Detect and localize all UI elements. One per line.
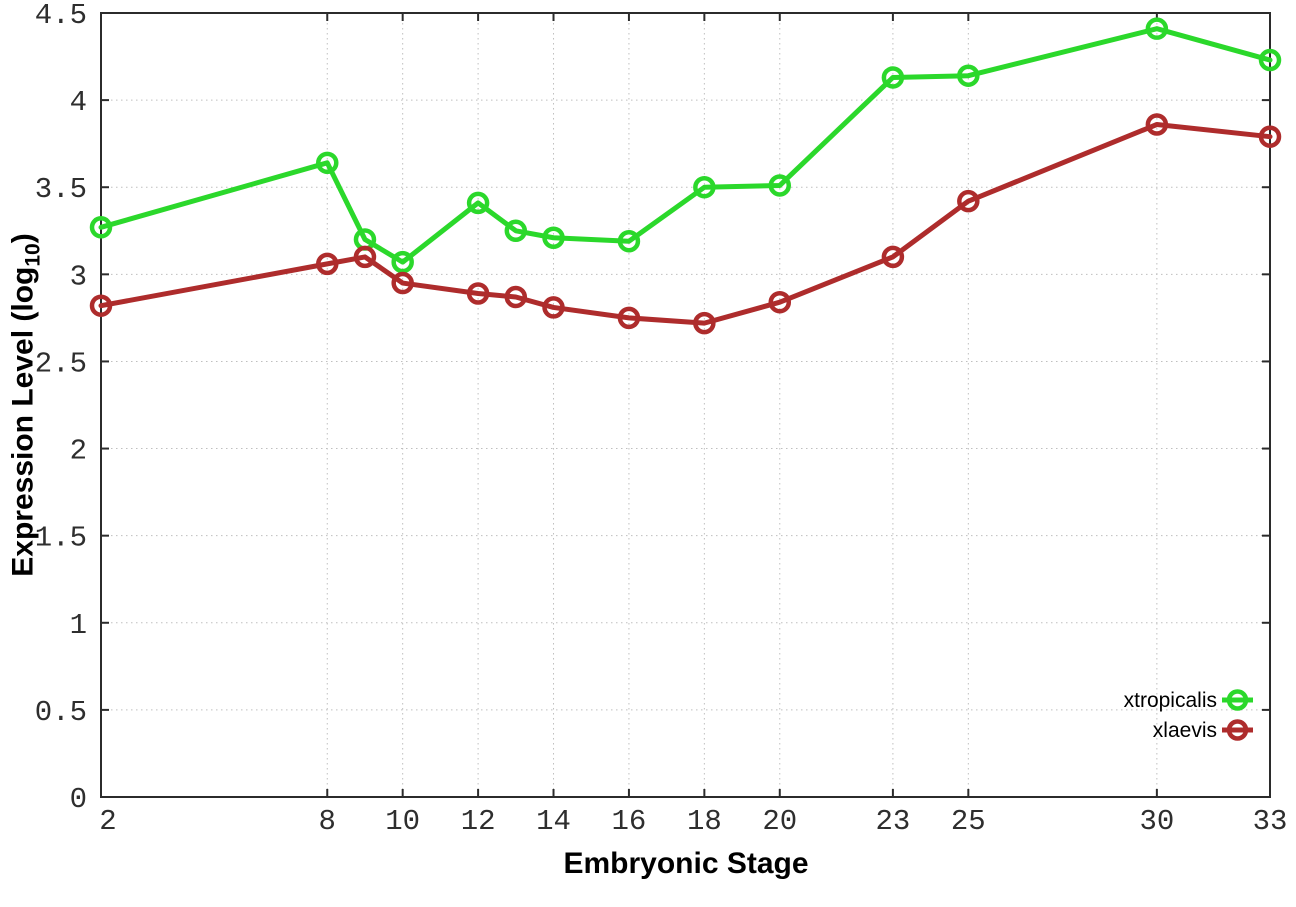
x-tick-label-2: 2 <box>99 805 116 838</box>
data-point-xlaevis-16 <box>617 306 641 330</box>
y-tick-label-4.5: 4.5 <box>35 0 87 32</box>
data-point-xtropicalis-25 <box>957 64 980 87</box>
data-point-xtropicalis-18 <box>693 175 716 199</box>
data-point-xtropicalis-33 <box>1258 48 1282 72</box>
data-point-xtropicalis-10 <box>391 250 414 274</box>
data-point-xtropicalis-2 <box>89 216 113 239</box>
legend-label-xlaevis: xlaevis <box>1153 719 1217 742</box>
data-point-xlaevis-14 <box>542 296 565 319</box>
series-xlaevis <box>89 113 1282 335</box>
x-tick-label-10: 10 <box>385 805 420 838</box>
x-tick-label-16: 16 <box>612 805 647 838</box>
x-tick-label-14: 14 <box>536 805 571 838</box>
data-point-xtropicalis-13 <box>504 219 528 243</box>
tick-labels: 0 0.5 1 1.5 2 2.5 3 3.5 4 4.5 2 8 10 12 14 16 18 20 23 25 30… <box>35 0 1288 838</box>
y-tick-label-2: 2 <box>70 435 87 468</box>
data-point-xtropicalis-16 <box>617 229 641 253</box>
x-tick-label-33: 33 <box>1253 805 1288 838</box>
y-tick-label-3: 3 <box>70 260 87 293</box>
data-point-xlaevis-13 <box>504 285 528 309</box>
tick-marks <box>100 12 1271 798</box>
legend-marker-xlaevis <box>1226 719 1249 741</box>
x-axis-title: Embryonic Stage <box>563 847 809 880</box>
data-point-xlaevis-9 <box>353 245 377 269</box>
data-point-xtropicalis-14 <box>542 226 565 249</box>
x-tick-label-8: 8 <box>319 805 336 838</box>
series-line-xtropicalis <box>98 26 1273 265</box>
data-point-xtropicalis-8 <box>316 151 339 175</box>
data-point-xlaevis-10 <box>391 271 414 295</box>
data-point-xlaevis-30 <box>1145 113 1169 136</box>
data-point-xtropicalis-23 <box>881 66 905 89</box>
data-point-xtropicalis-30 <box>1145 17 1169 40</box>
data-point-xtropicalis-20 <box>768 174 792 197</box>
series-line-xlaevis <box>98 122 1273 326</box>
data-point-xlaevis-33 <box>1258 125 1282 148</box>
y-axis-title-subscript: 10 <box>21 243 45 267</box>
data-point-xlaevis-18 <box>693 311 716 335</box>
y-tick-label-1.5: 1.5 <box>35 522 87 555</box>
y-axis-title: Expression Level (log10) <box>7 233 46 576</box>
data-point-xlaevis-20 <box>768 290 792 314</box>
legend: xtropicalis xlaevis <box>1124 689 1253 742</box>
series-xtropicalis <box>89 17 1282 274</box>
data-point-xlaevis-12 <box>466 282 490 305</box>
y-tick-label-4: 4 <box>70 86 87 119</box>
data-point-xlaevis-23 <box>881 245 905 269</box>
x-tick-label-23: 23 <box>875 805 910 838</box>
plot-border <box>100 12 1271 798</box>
gridlines <box>100 12 1271 798</box>
legend-label-xtropicalis: xtropicalis <box>1124 689 1217 712</box>
y-tick-label-1: 1 <box>70 609 87 642</box>
data-point-xlaevis-25 <box>957 189 980 213</box>
x-tick-label-25: 25 <box>951 805 986 838</box>
legend-marker-xtropicalis <box>1226 689 1249 711</box>
y-tick-label-2.5: 2.5 <box>35 347 87 380</box>
data-point-xlaevis-8 <box>316 252 339 276</box>
y-axis-title-main: Expression Level (log <box>6 266 40 577</box>
x-tick-label-20: 20 <box>762 805 797 838</box>
y-tick-label-0: 0 <box>70 783 87 816</box>
data-point-xlaevis-2 <box>89 294 113 317</box>
x-tick-label-18: 18 <box>687 805 722 838</box>
x-tick-label-12: 12 <box>461 805 496 838</box>
x-tick-label-30: 30 <box>1139 805 1174 838</box>
y-axis-title-end: ) <box>6 233 40 244</box>
y-tick-label-0.5: 0.5 <box>35 696 87 729</box>
data-point-xtropicalis-12 <box>466 191 490 215</box>
y-tick-label-3.5: 3.5 <box>35 173 87 206</box>
